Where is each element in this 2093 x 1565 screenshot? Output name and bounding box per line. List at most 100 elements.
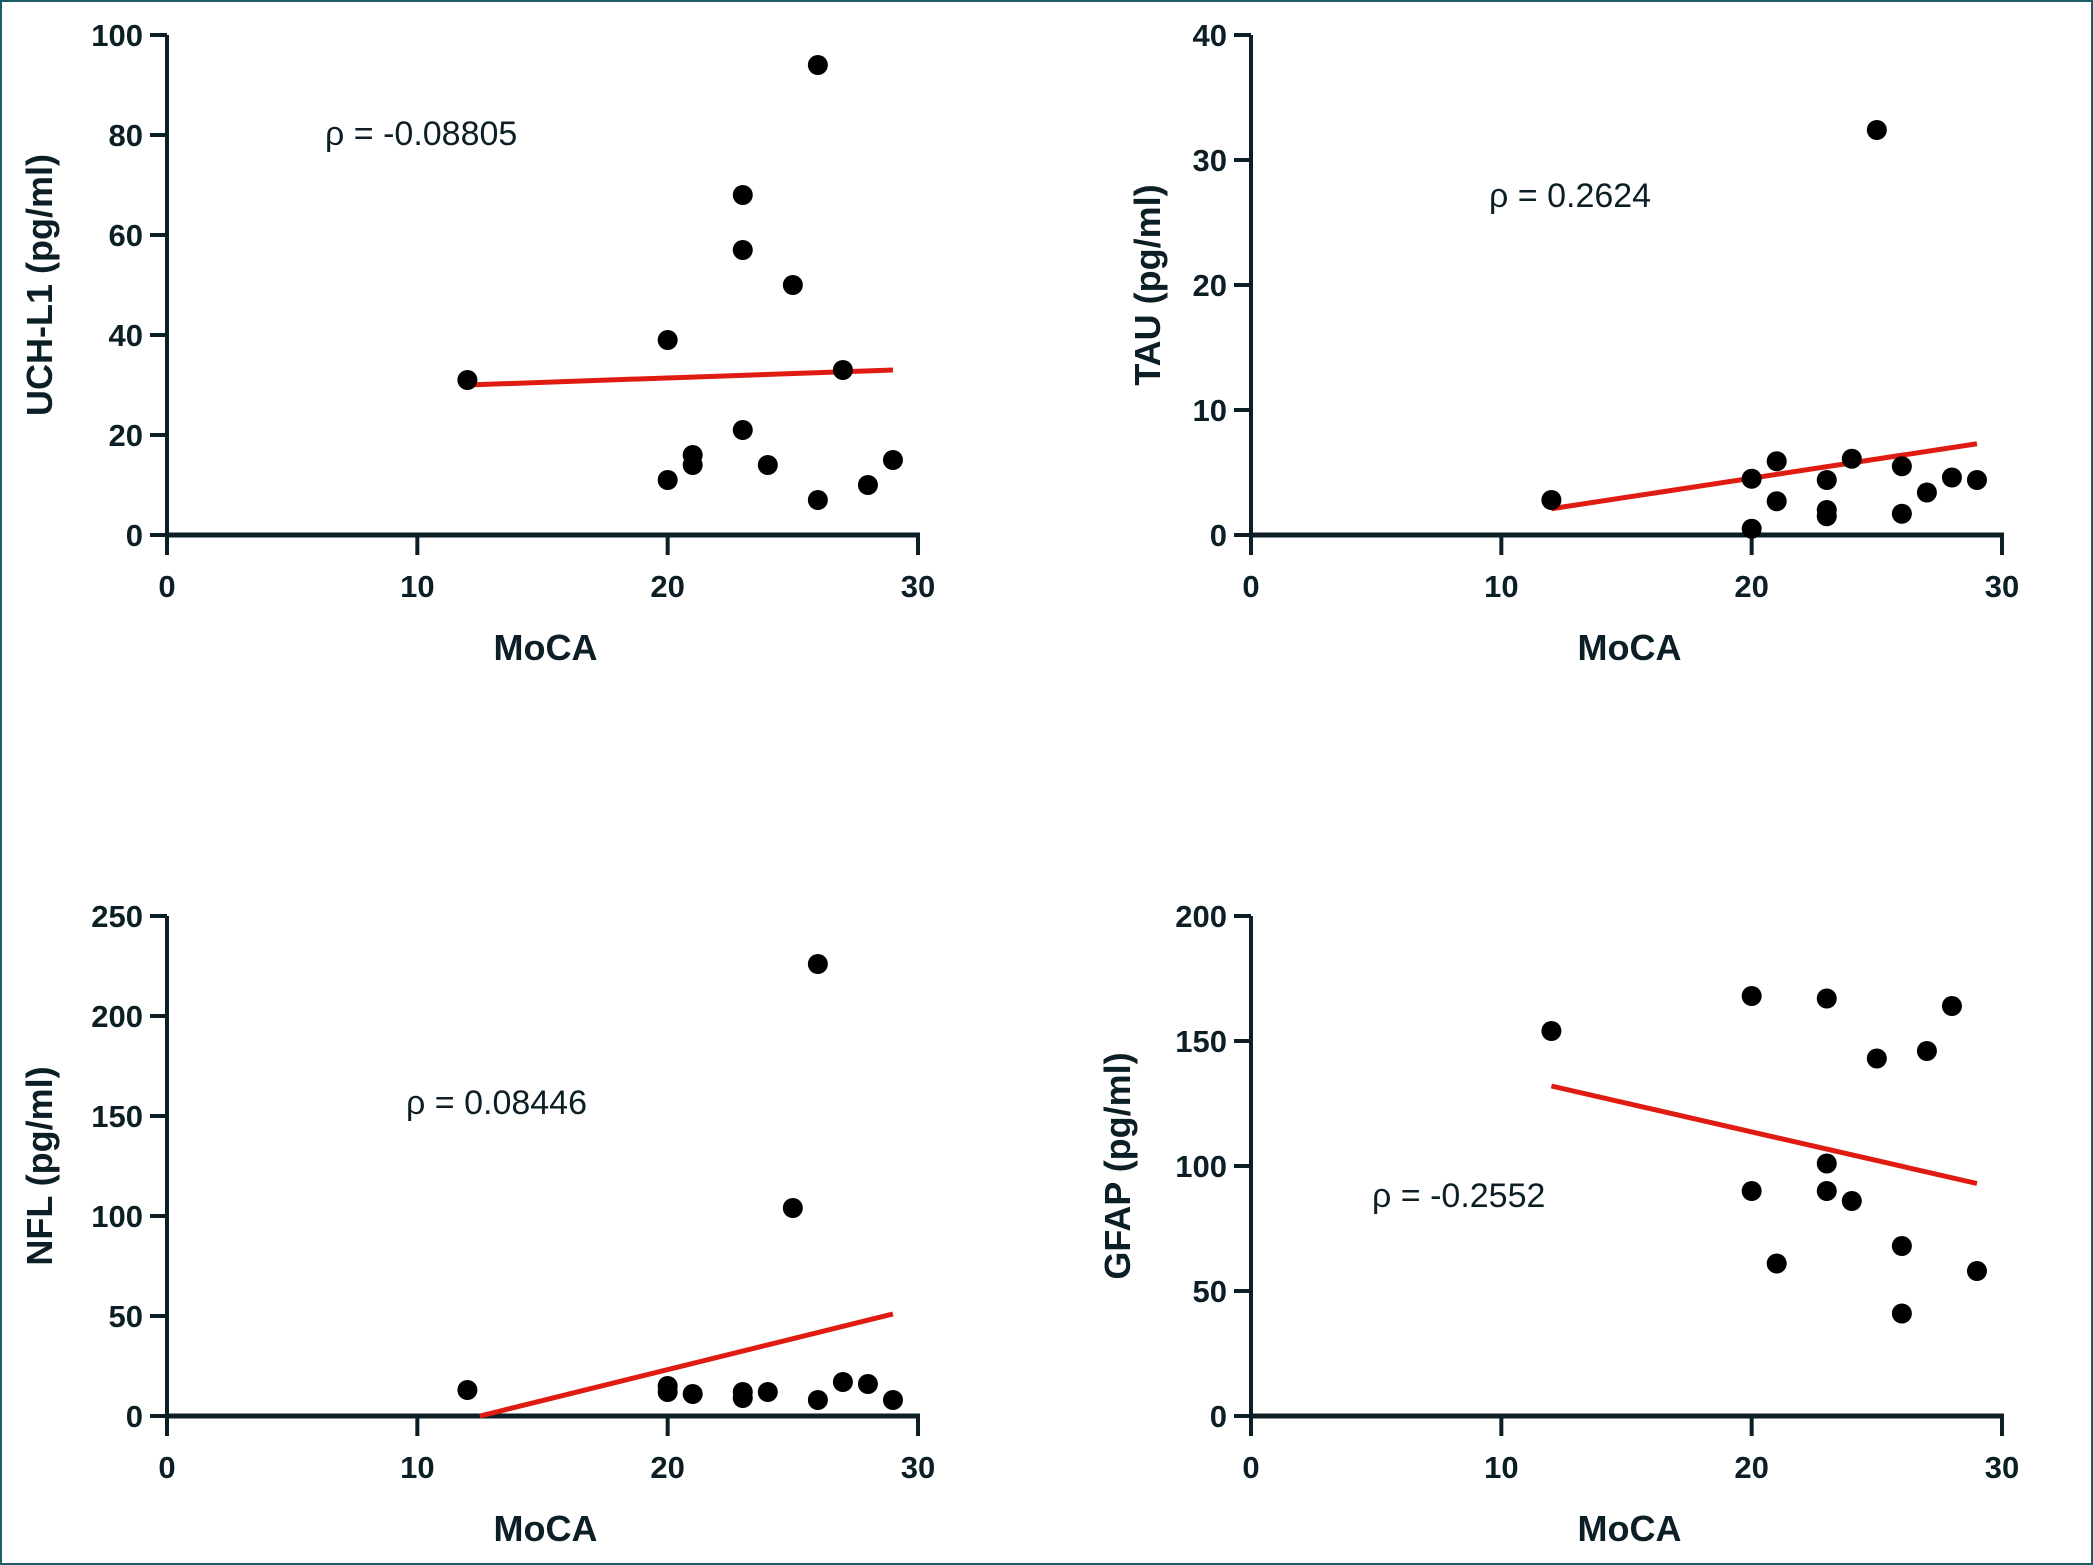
data-point (732, 420, 753, 440)
y-tick-label: 0 (126, 1399, 143, 1434)
y-tick-label: 150 (91, 1099, 143, 1134)
data-point (1916, 482, 1937, 503)
data-point (1816, 506, 1837, 527)
data-point (1841, 448, 1862, 469)
y-tick-label: 100 (1175, 1149, 1227, 1184)
data-point (807, 490, 828, 510)
chart-nfl: 0 50 100 150 200 250 0 10 20 30 ρ = 0.08446 MoCA NFL… (19, 899, 935, 1549)
regression-line (1551, 441, 1978, 512)
data-point (732, 185, 753, 205)
data-point (782, 275, 803, 295)
y-tick-label: 200 (1175, 899, 1227, 934)
y-axis-title: TAU (pg/ml) (1127, 184, 1168, 385)
y-tick-label: 20 (1193, 268, 1227, 303)
y-axis-title: GFAP (pg/ml) (1097, 1052, 1138, 1279)
data-point (457, 1380, 478, 1400)
y-tick-label: 50 (109, 1299, 143, 1334)
data-point (1741, 468, 1762, 489)
data-point (857, 475, 878, 495)
y-tick-label: 60 (109, 218, 143, 253)
y-tick-label: 150 (1175, 1024, 1227, 1059)
y-tick-label: 10 (1193, 393, 1227, 428)
data-point (1741, 986, 1762, 1006)
data-point (1866, 120, 1887, 140)
data-point (657, 330, 678, 350)
x-axis-title: MoCA (1578, 627, 1682, 668)
data-point (1866, 1048, 1887, 1069)
data-point (1816, 1181, 1837, 1201)
regression-line (1550, 1083, 1978, 1186)
data-point (807, 1390, 828, 1410)
chart-uchl1: 0 20 40 60 80 100 0 10 20 30 ρ = -0.08805 MoCA UCH-L… (19, 18, 935, 668)
y-tick-label: 40 (1193, 18, 1227, 53)
y-tick-label: 200 (91, 999, 143, 1034)
y-tick-label: 80 (109, 118, 143, 153)
y-tick-label: 0 (126, 518, 143, 553)
data-point (682, 455, 703, 475)
data-point (1741, 1181, 1762, 1201)
data-point (732, 1388, 753, 1408)
chart-gfap: 0 50 100 150 200 0 10 20 30 ρ = -0.2552 MoCA GFAP (… (1097, 899, 2019, 1549)
data-point (1966, 1261, 1987, 1281)
y-tick-label: 30 (1193, 143, 1227, 178)
data-point (832, 1372, 853, 1392)
y-tick-label: 100 (91, 1199, 143, 1234)
data-point (807, 55, 828, 75)
y-tick-label: 100 (91, 18, 143, 53)
x-tick-label: 30 (901, 569, 935, 604)
x-axis-title: MoCA (1578, 1508, 1682, 1549)
data-point (882, 450, 903, 470)
x-axis-title: MoCA (494, 1508, 598, 1549)
data-point (857, 1374, 878, 1394)
rho-annotation: ρ = -0.08805 (325, 115, 517, 153)
x-tick-label: 10 (1484, 1450, 1518, 1485)
data-point (1541, 490, 1562, 510)
x-tick-label: 0 (158, 569, 175, 604)
data-point (1766, 491, 1787, 512)
regression-line (467, 367, 894, 388)
x-tick-label: 10 (400, 569, 434, 604)
data-point (1816, 988, 1837, 1009)
y-tick-label: 250 (91, 899, 143, 934)
data-point (1766, 451, 1787, 472)
data-point (657, 470, 678, 490)
x-axis-title: MoCA (494, 627, 598, 668)
data-point (1941, 996, 1962, 1016)
data-point (832, 360, 853, 380)
y-axis-title: UCH-L1 (pg/ml) (19, 154, 60, 416)
y-tick-label: 40 (109, 318, 143, 353)
data-point (682, 1384, 703, 1404)
rho-annotation: ρ = -0.2552 (1372, 1177, 1545, 1215)
data-point (457, 370, 478, 390)
y-tick-label: 0 (1210, 518, 1227, 553)
data-point (1916, 1041, 1937, 1061)
rho-annotation: ρ = 0.2624 (1489, 177, 1651, 215)
x-tick-label: 0 (1242, 1450, 1259, 1485)
rho-annotation: ρ = 0.08446 (406, 1084, 587, 1122)
data-point (1766, 1253, 1787, 1274)
data-point (1891, 503, 1912, 524)
y-axis-title: NFL (pg/ml) (19, 1066, 60, 1265)
x-tick-label: 0 (1242, 569, 1259, 604)
x-tick-label: 10 (400, 1450, 434, 1485)
data-point (757, 1382, 778, 1402)
data-point (1891, 1303, 1912, 1324)
x-tick-label: 30 (1985, 569, 2019, 604)
data-point (807, 954, 828, 974)
data-point (782, 1198, 803, 1218)
chart-tau: 0 10 20 30 40 0 10 20 30 ρ = 0.2624 MoCA TAU (pg/ml… (1127, 18, 2019, 668)
data-point (1816, 1153, 1837, 1174)
x-tick-label: 0 (158, 1450, 175, 1485)
data-point (1891, 456, 1912, 477)
data-point (1941, 467, 1962, 488)
data-point (757, 455, 778, 475)
y-tick-label: 50 (1193, 1274, 1227, 1309)
data-point (1966, 470, 1987, 490)
x-tick-label: 20 (1734, 1450, 1768, 1485)
data-point (882, 1390, 903, 1410)
data-point (1816, 470, 1837, 490)
data-point (657, 1382, 678, 1402)
x-tick-label: 30 (901, 1450, 935, 1485)
